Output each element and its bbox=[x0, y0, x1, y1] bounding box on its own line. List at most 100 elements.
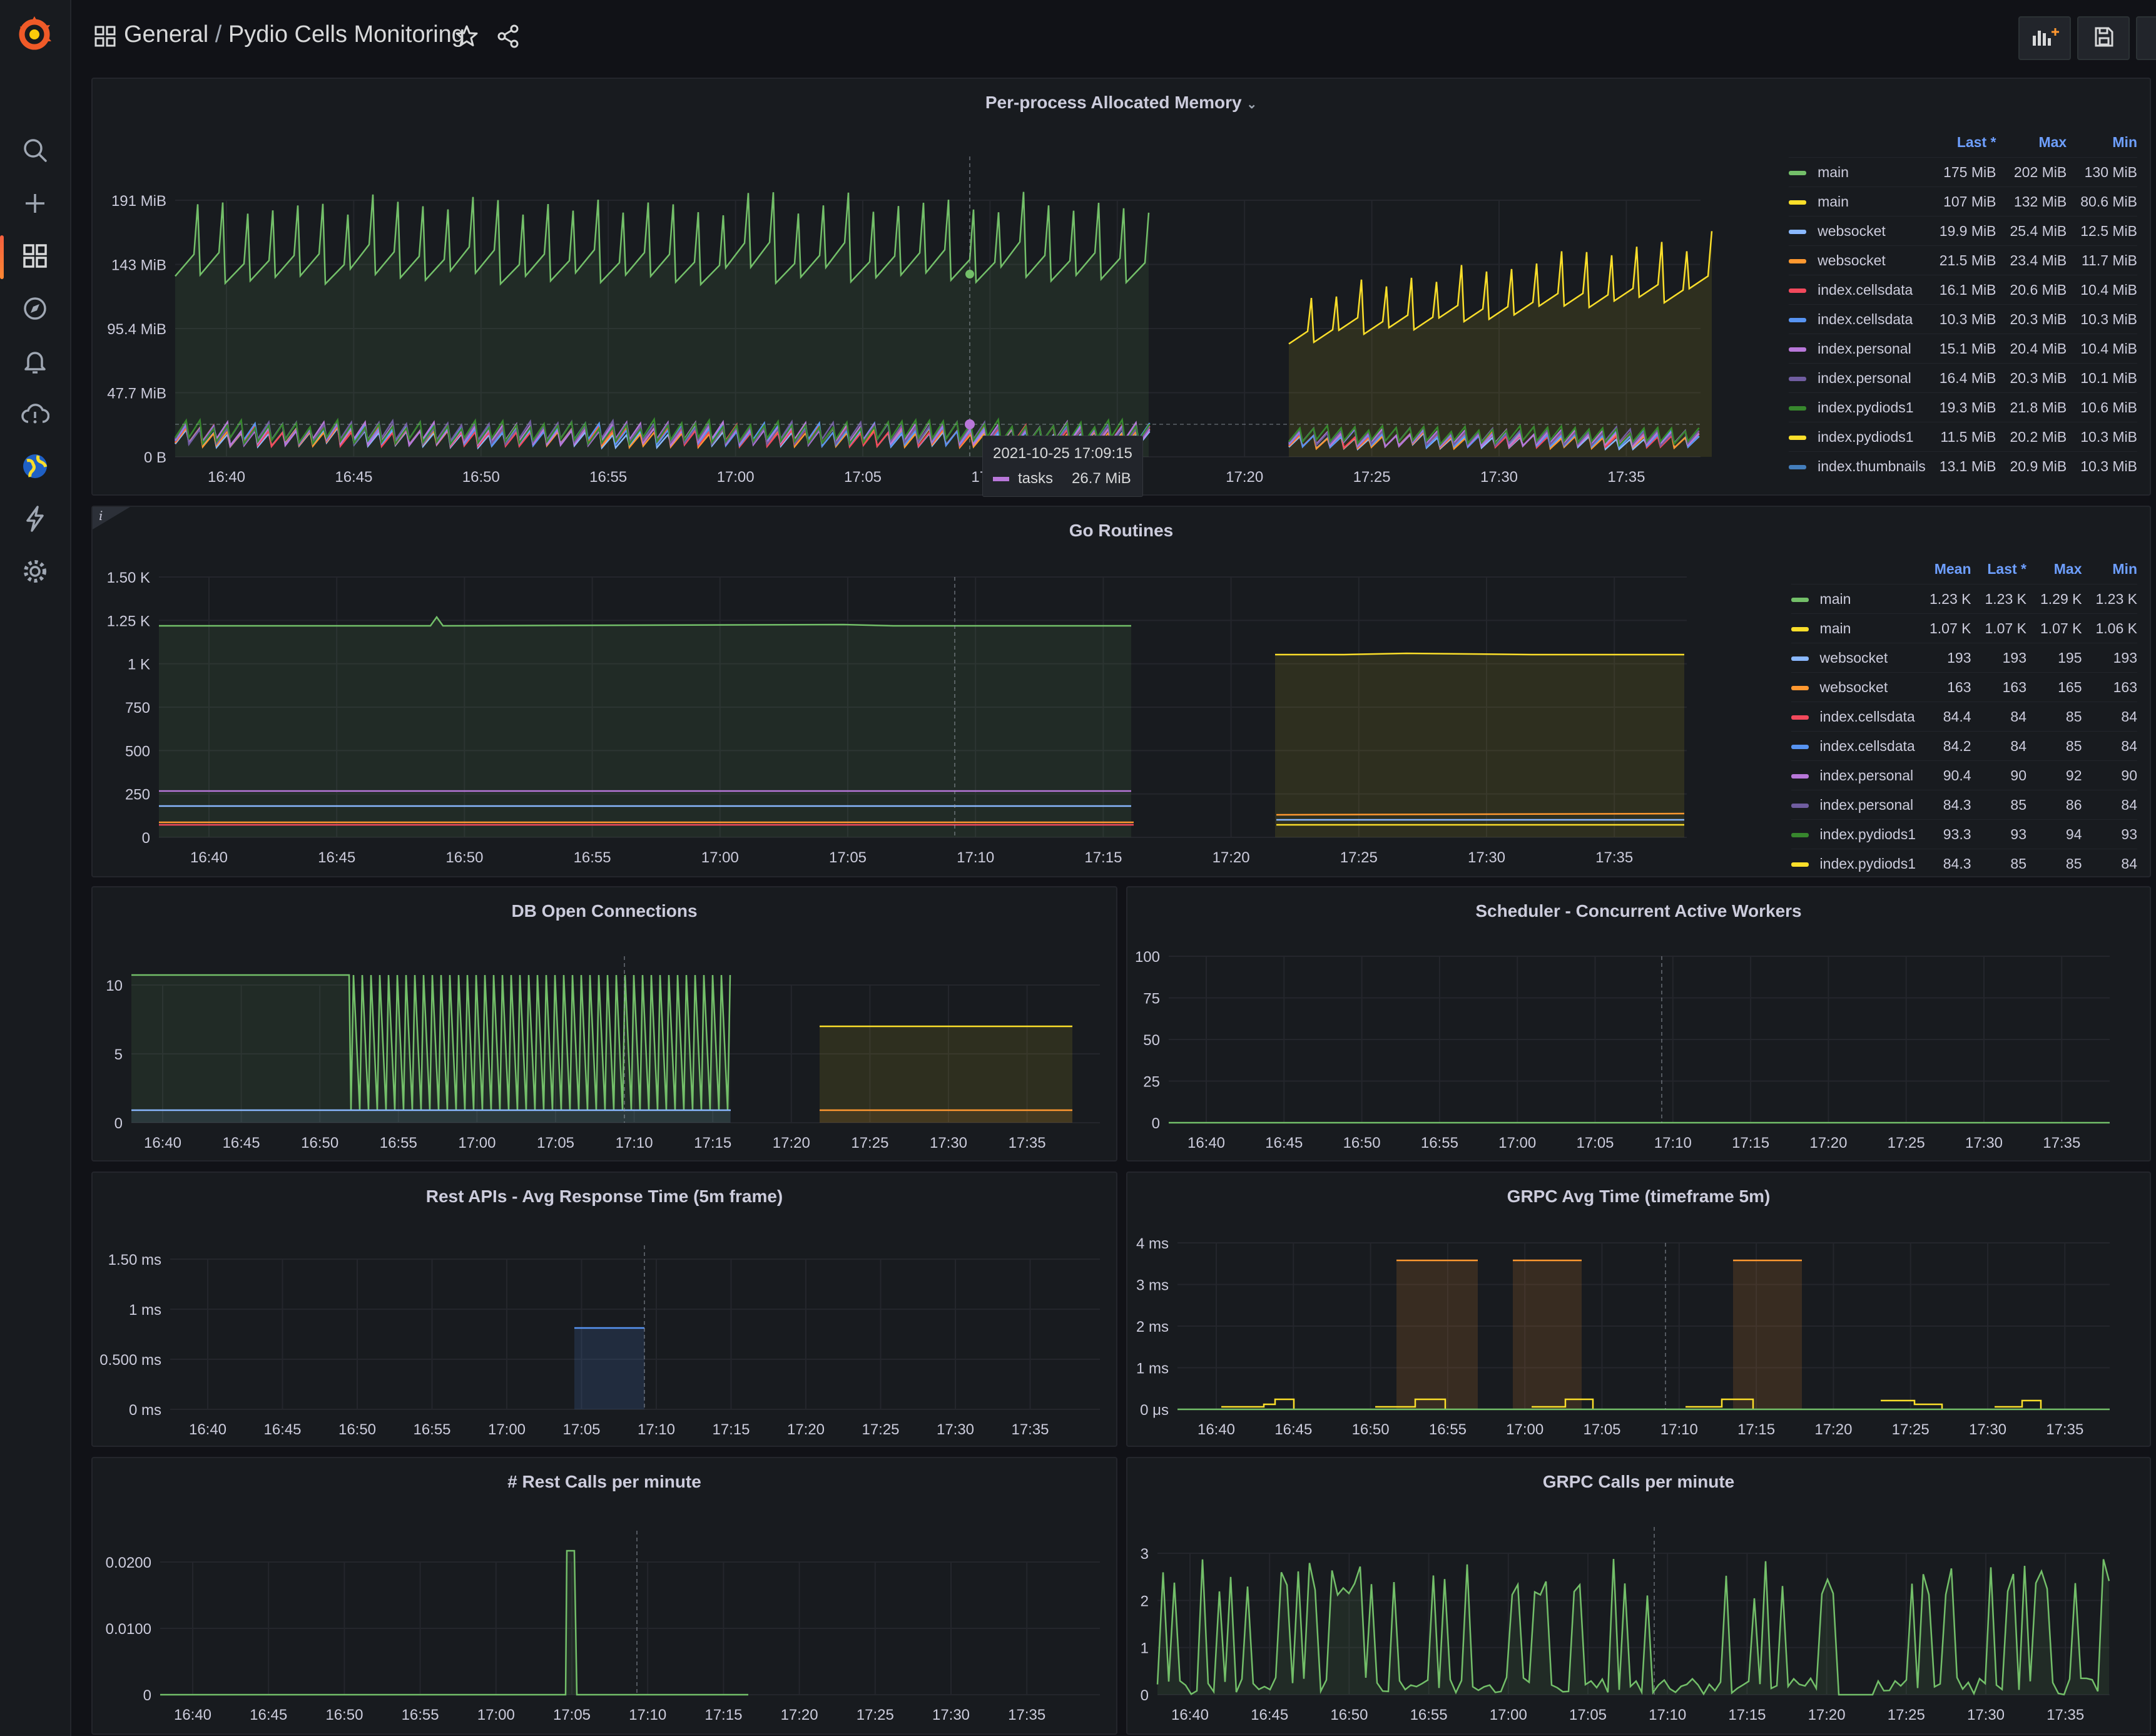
legend-series-name[interactable]: main bbox=[1818, 163, 1849, 180]
legend-series-name[interactable]: main bbox=[1819, 590, 1851, 607]
panel-title[interactable]: GRPC Avg Time (timeframe 5m) bbox=[1507, 1187, 1771, 1206]
legend-series-name[interactable]: websocket bbox=[1818, 252, 1886, 268]
legend-header[interactable]: Last * bbox=[1987, 561, 2026, 577]
x-tick-label: 17:10 bbox=[1660, 1421, 1698, 1438]
legend-series-name[interactable]: index.personal bbox=[1818, 340, 1911, 357]
top-navbar: General / Pydio Cells Monitoring bbox=[70, 0, 2156, 75]
legend-series-name[interactable]: index.personal bbox=[1818, 369, 1911, 386]
side-menu bbox=[0, 0, 71, 1736]
legend-series-name[interactable]: index.cellsdata bbox=[1818, 281, 1913, 298]
legend-series-name[interactable]: websocket bbox=[1819, 649, 1888, 666]
series-rest-calls bbox=[160, 1550, 748, 1696]
x-tick-label: 16:45 bbox=[1274, 1421, 1312, 1438]
legend-header[interactable]: Max bbox=[2053, 561, 2082, 577]
rest-time-chart[interactable]: 1.50 ms 1 ms 0.500 ms 0 ms 16:40 16:45 16:50 16… bbox=[93, 1173, 1116, 1446]
lightning-icon[interactable] bbox=[18, 501, 53, 536]
legend-value: 15.1 MiB bbox=[1925, 334, 1996, 364]
legend-series-name[interactable]: index.cellsdata bbox=[1818, 310, 1913, 327]
legend-series-name[interactable]: main bbox=[1818, 193, 1849, 210]
legend-row[interactable]: index.pydiods1 93.3 93 94 93 bbox=[1791, 819, 2137, 849]
x-tick-label: 17:15 bbox=[712, 1421, 750, 1438]
legend-row[interactable]: index.personal 84.3 85 86 84 bbox=[1791, 790, 2137, 820]
legend-swatch bbox=[1789, 406, 1807, 411]
series-grpc-small bbox=[1881, 1399, 1943, 1409]
x-tick-label: 17:00 bbox=[1498, 1135, 1536, 1151]
gear-icon[interactable] bbox=[18, 554, 53, 589]
grafana-logo[interactable] bbox=[14, 14, 55, 55]
legend-row[interactable]: main 107 MiB 132 MiB 80.6 MiB bbox=[1789, 186, 2137, 217]
breadcrumb-folder[interactable]: General bbox=[124, 21, 209, 48]
panel-title[interactable]: # Rest Calls per minute bbox=[507, 1472, 701, 1491]
scheduler-chart[interactable]: 100 75 50 25 0 16:40 16:45 16:50 16:55 17:00 17:05… bbox=[1127, 887, 2150, 1160]
globe-icon[interactable] bbox=[18, 449, 53, 484]
grpc-calls-chart[interactable]: 3 2 1 0 16:40 16:45 16:50 16:55 17:00 17:05 17:10 1… bbox=[1127, 1458, 2150, 1733]
legend-row[interactable]: index.pydiods1 84.3 85 85 84 bbox=[1791, 849, 2137, 878]
legend-row[interactable]: websocket 193 193 195 193 bbox=[1791, 643, 2137, 673]
goroutines-legend[interactable]: Mean Last * Max Min main 1.23 K 1.23 K 1.29 K 1.… bbox=[1791, 561, 2137, 878]
legend-row[interactable]: main 1.23 K 1.23 K 1.29 K 1.23 K bbox=[1791, 584, 2137, 614]
add-panel-button[interactable] bbox=[2018, 16, 2071, 60]
panel-title[interactable]: DB Open Connections bbox=[511, 901, 698, 921]
legend-series-name[interactable]: main bbox=[1819, 620, 1851, 636]
plus-icon[interactable] bbox=[18, 186, 53, 221]
legend-row[interactable]: index.cellsdata 10.3 MiB 20.3 MiB 10.3 MiB bbox=[1789, 304, 2137, 334]
goroutines-chart[interactable]: 1.50 K 1.25 K 1 K 750 500 250 0 16:40 16:45 16:50… bbox=[93, 507, 1719, 876]
legend-value: 1.07 K bbox=[2026, 613, 2082, 643]
legend-series-name[interactable]: index.cellsdata bbox=[1819, 708, 1915, 725]
legend-value: 20.6 MiB bbox=[1996, 275, 2067, 305]
cloud-icon[interactable] bbox=[18, 396, 53, 431]
db-chart[interactable]: 10 5 0 16:40 16:45 16:50 16:55 17:00 17:05 17:10 1… bbox=[93, 887, 1116, 1160]
legend-series-name[interactable]: index.cellsdata bbox=[1819, 737, 1915, 754]
legend-row[interactable]: index.personal 16.4 MiB 20.3 MiB 10.1 MiB bbox=[1789, 363, 2137, 393]
legend-value: 85 bbox=[1971, 849, 2026, 878]
memory-legend[interactable]: Last * Max Min main 175 MiB 202 MiB 130 MiB mai… bbox=[1789, 134, 2137, 481]
legend-header[interactable]: Mean bbox=[1934, 561, 1971, 577]
settings-button[interactable] bbox=[2136, 16, 2156, 60]
legend-row[interactable]: index.cellsdata 84.4 84 85 84 bbox=[1791, 702, 2137, 732]
legend-series-name[interactable]: index.pydiods1 bbox=[1818, 399, 1914, 416]
dashboards-icon[interactable] bbox=[18, 238, 53, 273]
x-tick-label: 16:55 bbox=[402, 1707, 439, 1723]
alerting-icon[interactable] bbox=[18, 344, 53, 379]
legend-row[interactable]: index.personal 90.4 90 92 90 bbox=[1791, 760, 2137, 790]
dashboard-title[interactable]: Pydio Cells Monitoring bbox=[228, 21, 465, 48]
panel-title[interactable]: Go Routines bbox=[1069, 521, 1174, 540]
legend-header[interactable]: Last * bbox=[1956, 134, 1996, 150]
save-dashboard-button[interactable] bbox=[2077, 16, 2130, 60]
legend-header[interactable]: Min bbox=[2112, 134, 2137, 150]
series-db-yellow-area bbox=[820, 1026, 1072, 1123]
legend-series-name[interactable]: index.pydiods1 bbox=[1818, 428, 1914, 445]
legend-series-name[interactable]: index.personal bbox=[1819, 767, 1914, 784]
panel-title[interactable]: Scheduler - Concurrent Active Workers bbox=[1475, 901, 1802, 921]
grpc-time-chart[interactable]: 4 ms 3 ms 2 ms 1 ms 0 μs 16:40 16:45 16:50 16:55… bbox=[1127, 1173, 2150, 1446]
legend-series-name[interactable]: index.pydiods1 bbox=[1819, 855, 1916, 872]
legend-row[interactable]: main 1.07 K 1.07 K 1.07 K 1.06 K bbox=[1791, 613, 2137, 643]
legend-row[interactable]: index.cellsdata 84.2 84 85 84 bbox=[1791, 731, 2137, 761]
star-icon[interactable] bbox=[452, 21, 482, 51]
legend-row[interactable]: index.cellsdata 16.1 MiB 20.6 MiB 10.4 MiB bbox=[1789, 275, 2137, 305]
legend-row[interactable]: index.pydiods1 19.3 MiB 21.8 MiB 10.6 MiB bbox=[1789, 392, 2137, 422]
panel-title[interactable]: Per-process Allocated Memory ⌄ bbox=[985, 93, 1258, 112]
panel-title[interactable]: Rest APIs - Avg Response Time (5m frame) bbox=[425, 1187, 783, 1206]
legend-row[interactable]: websocket 19.9 MiB 25.4 MiB 12.5 MiB bbox=[1789, 216, 2137, 246]
legend-series-name[interactable]: index.thumbnails bbox=[1818, 457, 1926, 474]
legend-header[interactable]: Min bbox=[2112, 561, 2137, 577]
legend-row[interactable]: index.personal 15.1 MiB 20.4 MiB 10.4 MiB bbox=[1789, 334, 2137, 364]
legend-row[interactable]: websocket 163 163 165 163 bbox=[1791, 672, 2137, 702]
search-icon[interactable] bbox=[18, 133, 53, 168]
legend-row[interactable]: websocket 21.5 MiB 23.4 MiB 11.7 MiB bbox=[1789, 245, 2137, 275]
legend-series-name[interactable]: index.pydiods1 bbox=[1819, 825, 1916, 842]
legend-row[interactable]: main 175 MiB 202 MiB 130 MiB bbox=[1789, 157, 2137, 187]
legend-series-name[interactable]: websocket bbox=[1819, 678, 1888, 695]
legend-row[interactable]: index.pydiods1 11.5 MiB 20.2 MiB 10.3 MiB bbox=[1789, 422, 2137, 452]
memory-chart[interactable]: 191 MiB 143 MiB 95.4 MiB 47.7 MiB 0 B 16:40 16… bbox=[93, 79, 1719, 494]
legend-series-name[interactable]: index.personal bbox=[1819, 796, 1914, 813]
share-icon[interactable] bbox=[493, 21, 523, 51]
explore-icon[interactable] bbox=[18, 291, 53, 326]
rest-calls-chart[interactable]: 0.0200 0.0100 0 16:40 16:45 16:50 16:55 17:00 17… bbox=[93, 1458, 1116, 1733]
panel-title[interactable]: GRPC Calls per minute bbox=[1542, 1472, 1735, 1491]
legend-series-name[interactable]: websocket bbox=[1818, 222, 1886, 239]
y-tick-label: 0 B bbox=[144, 449, 166, 466]
legend-row[interactable]: index.thumbnails 13.1 MiB 20.9 MiB 10.3 MiB bbox=[1789, 451, 2137, 481]
legend-header[interactable]: Max bbox=[2038, 134, 2067, 150]
